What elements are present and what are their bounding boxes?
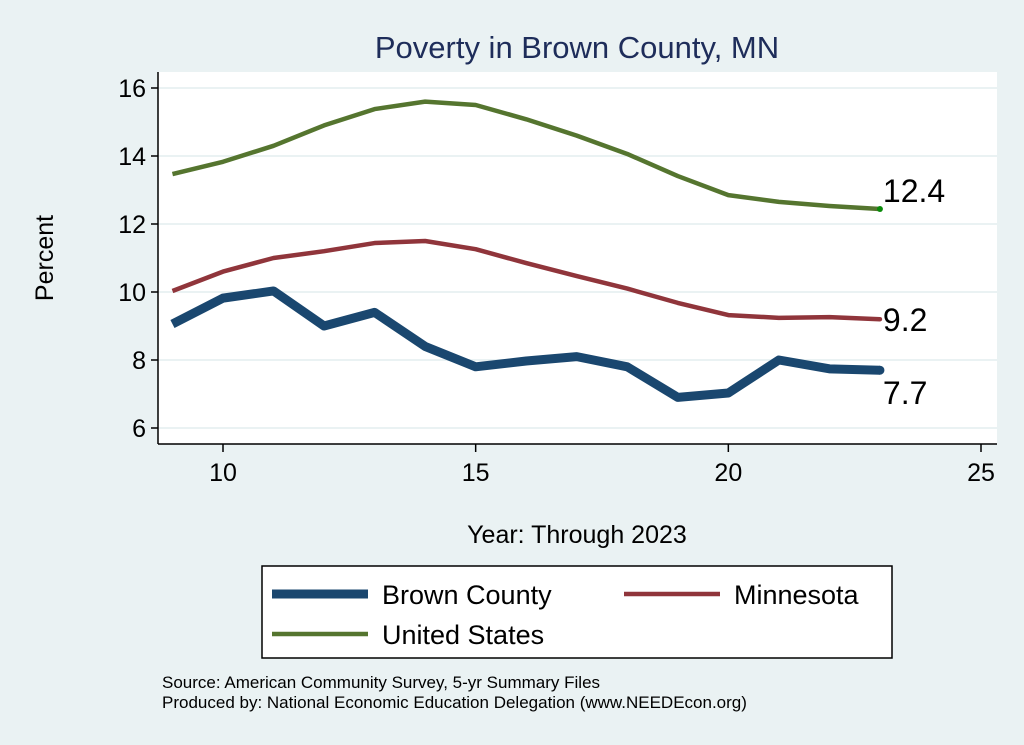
y-tick-label: 10 [118,279,146,307]
legend-label: Minnesota [734,580,860,610]
source-note: Source: American Community Survey, 5-yr … [162,673,600,692]
end-marker [876,206,883,213]
end-value-label: 7.7 [883,375,927,411]
x-tick-label: 20 [714,459,742,487]
chart-title: Poverty in Brown County, MN [375,30,779,65]
x-tick-label: 25 [967,459,995,487]
x-axis-label: Year: Through 2023 [467,521,687,549]
y-tick-label: 6 [132,415,146,443]
produced-by-note: Produced by: National Economic Education… [162,693,747,712]
x-tick-label: 15 [462,459,490,487]
end-marker [877,316,883,322]
end-value-label: 9.2 [883,302,927,338]
end-marker [875,365,885,375]
legend-label: Brown County [382,580,552,610]
y-tick-label: 14 [118,143,146,171]
legend: Brown County Minnesota United States [261,565,893,659]
y-tick-label: 8 [132,347,146,375]
x-tick-label: 10 [209,459,237,487]
legend-label: United States [382,620,544,650]
end-value-label: 12.4 [883,173,945,209]
y-axis-label: Percent [31,215,59,301]
series-line-united-states [171,99,881,212]
y-tick-label: 16 [118,75,146,103]
y-tick-label: 12 [118,211,146,239]
series-line-minnesota [171,238,881,322]
series-line-brown-county [170,286,881,402]
